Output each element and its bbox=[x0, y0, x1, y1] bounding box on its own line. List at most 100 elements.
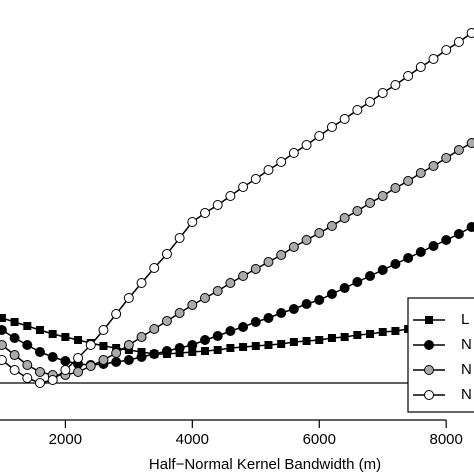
marker bbox=[276, 250, 287, 260]
marker bbox=[136, 352, 147, 362]
legend-marker bbox=[424, 340, 434, 350]
legend-box bbox=[407, 297, 474, 413]
marker bbox=[9, 365, 20, 375]
marker bbox=[0, 340, 7, 350]
marker bbox=[403, 176, 414, 186]
marker bbox=[98, 355, 109, 365]
marker bbox=[314, 131, 325, 141]
legend-label: N bbox=[461, 361, 472, 378]
marker bbox=[288, 242, 299, 252]
x-tick-label: 2000 bbox=[49, 431, 82, 448]
marker bbox=[377, 191, 388, 201]
marker bbox=[174, 308, 185, 318]
series-line bbox=[1, 224, 474, 366]
marker bbox=[415, 62, 426, 72]
marker bbox=[250, 317, 261, 327]
marker bbox=[123, 355, 134, 365]
marker bbox=[212, 200, 223, 210]
marker bbox=[60, 365, 71, 375]
marker bbox=[23, 322, 32, 330]
marker bbox=[339, 114, 350, 124]
marker bbox=[352, 277, 363, 287]
marker bbox=[288, 148, 299, 158]
marker bbox=[161, 346, 172, 356]
marker bbox=[326, 221, 337, 231]
marker bbox=[136, 278, 147, 288]
marker bbox=[403, 71, 414, 81]
marker bbox=[123, 340, 134, 350]
marker bbox=[390, 183, 401, 193]
marker bbox=[441, 45, 452, 55]
marker bbox=[200, 208, 211, 218]
marker bbox=[239, 343, 248, 351]
marker bbox=[0, 355, 7, 365]
marker bbox=[251, 342, 260, 350]
marker bbox=[289, 338, 298, 346]
marker bbox=[378, 328, 387, 336]
marker bbox=[9, 333, 20, 343]
marker bbox=[276, 308, 287, 318]
marker bbox=[0, 314, 6, 322]
marker bbox=[453, 37, 464, 47]
x-axis: 2000 4000 6000 8000 bbox=[0, 419, 463, 448]
marker bbox=[174, 343, 185, 353]
marker bbox=[302, 337, 311, 345]
marker bbox=[263, 257, 274, 267]
marker bbox=[200, 293, 211, 303]
marker bbox=[390, 259, 401, 269]
marker bbox=[61, 333, 70, 341]
marker bbox=[365, 198, 376, 208]
marker bbox=[47, 352, 58, 362]
marker bbox=[123, 293, 134, 303]
marker bbox=[403, 253, 414, 263]
x-tick-label: 8000 bbox=[430, 431, 463, 448]
marker bbox=[377, 88, 388, 98]
marker bbox=[35, 326, 44, 334]
marker bbox=[264, 341, 273, 349]
marker bbox=[34, 378, 45, 388]
marker bbox=[136, 332, 147, 342]
marker bbox=[301, 235, 312, 245]
marker bbox=[200, 335, 211, 345]
marker bbox=[415, 247, 426, 257]
marker bbox=[187, 340, 198, 350]
legend-marker bbox=[424, 365, 434, 375]
marker bbox=[428, 241, 439, 251]
marker bbox=[47, 375, 58, 385]
marker bbox=[9, 350, 20, 360]
legend-label: N bbox=[461, 336, 472, 353]
marker bbox=[74, 336, 83, 344]
marker bbox=[73, 353, 84, 363]
marker bbox=[161, 249, 172, 259]
marker bbox=[187, 217, 198, 227]
marker bbox=[301, 299, 312, 309]
marker bbox=[225, 326, 236, 336]
marker bbox=[149, 349, 160, 359]
marker bbox=[263, 313, 274, 323]
marker bbox=[390, 80, 401, 90]
marker bbox=[187, 300, 198, 310]
marker bbox=[85, 361, 96, 371]
marker bbox=[352, 105, 363, 115]
marker bbox=[315, 336, 324, 344]
marker bbox=[314, 228, 325, 238]
marker bbox=[301, 140, 312, 150]
marker bbox=[111, 309, 122, 319]
legend-label: N bbox=[461, 386, 472, 403]
legend-label: L bbox=[461, 311, 469, 328]
marker bbox=[34, 347, 45, 357]
marker bbox=[213, 346, 222, 354]
marker bbox=[391, 327, 400, 335]
marker bbox=[34, 367, 45, 377]
marker bbox=[365, 97, 376, 107]
marker bbox=[238, 322, 249, 332]
marker bbox=[340, 333, 349, 341]
marker bbox=[85, 340, 96, 350]
marker bbox=[225, 191, 236, 201]
marker bbox=[212, 286, 223, 296]
marker bbox=[415, 168, 426, 178]
marker bbox=[314, 295, 325, 305]
x-axis-title: Half−Normal Kernel Bandwidth (m) bbox=[149, 456, 381, 473]
